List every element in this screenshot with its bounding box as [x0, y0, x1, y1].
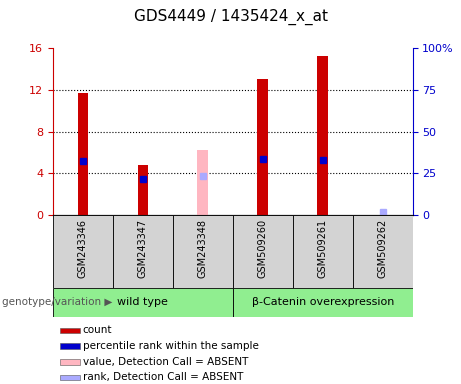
Text: GSM509260: GSM509260	[258, 219, 268, 278]
Bar	[173, 215, 233, 288]
Text: GSM509262: GSM509262	[378, 219, 388, 278]
Bar	[257, 79, 268, 215]
Bar	[197, 150, 208, 215]
Bar	[53, 288, 233, 317]
Bar	[233, 288, 413, 317]
Bar	[60, 374, 80, 381]
Bar	[77, 93, 89, 215]
Bar	[137, 165, 148, 215]
Text: β-Catenin overexpression: β-Catenin overexpression	[252, 297, 394, 308]
Text: rank, Detection Call = ABSENT: rank, Detection Call = ABSENT	[83, 372, 243, 382]
Text: GSM509261: GSM509261	[318, 219, 328, 278]
Text: GSM243346: GSM243346	[78, 219, 88, 278]
Text: GSM243347: GSM243347	[138, 219, 148, 278]
Bar	[60, 328, 80, 333]
Bar	[293, 215, 353, 288]
Bar	[60, 359, 80, 365]
Bar	[233, 215, 293, 288]
Text: count: count	[83, 326, 112, 336]
Bar	[317, 56, 328, 215]
Text: wild type: wild type	[118, 297, 168, 308]
Text: GDS4449 / 1435424_x_at: GDS4449 / 1435424_x_at	[134, 9, 327, 25]
Text: GSM243348: GSM243348	[198, 219, 208, 278]
Bar	[53, 215, 113, 288]
Bar	[60, 343, 80, 349]
Text: percentile rank within the sample: percentile rank within the sample	[83, 341, 259, 351]
Text: genotype/variation ▶: genotype/variation ▶	[2, 297, 112, 308]
Bar	[113, 215, 173, 288]
Bar	[353, 215, 413, 288]
Text: value, Detection Call = ABSENT: value, Detection Call = ABSENT	[83, 357, 248, 367]
